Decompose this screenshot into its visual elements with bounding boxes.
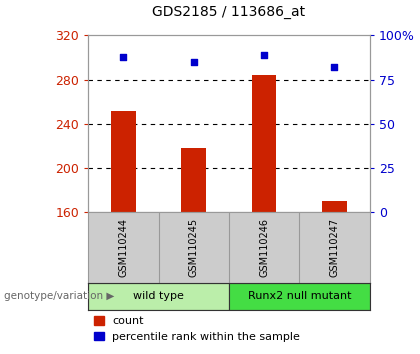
Bar bbox=[252, 75, 276, 212]
Point bbox=[190, 59, 197, 65]
Bar bbox=[94, 316, 104, 325]
Text: wild type: wild type bbox=[133, 291, 184, 302]
Text: Runx2 null mutant: Runx2 null mutant bbox=[247, 291, 351, 302]
Point bbox=[331, 64, 338, 70]
Text: GSM110245: GSM110245 bbox=[189, 218, 199, 278]
Bar bbox=[88, 283, 229, 310]
Bar bbox=[181, 148, 206, 212]
Text: percentile rank within the sample: percentile rank within the sample bbox=[113, 331, 300, 342]
Text: GDS2185 / 113686_at: GDS2185 / 113686_at bbox=[152, 5, 305, 19]
Point bbox=[261, 52, 268, 58]
Text: GSM110247: GSM110247 bbox=[329, 218, 339, 278]
Bar bbox=[111, 110, 136, 212]
Text: GSM110246: GSM110246 bbox=[259, 218, 269, 277]
Text: count: count bbox=[113, 316, 144, 326]
Point bbox=[120, 54, 127, 59]
Text: genotype/variation ▶: genotype/variation ▶ bbox=[4, 291, 115, 302]
Bar bbox=[322, 201, 347, 212]
Bar bbox=[94, 332, 104, 340]
Bar bbox=[229, 283, 370, 310]
Text: GSM110244: GSM110244 bbox=[118, 218, 129, 277]
